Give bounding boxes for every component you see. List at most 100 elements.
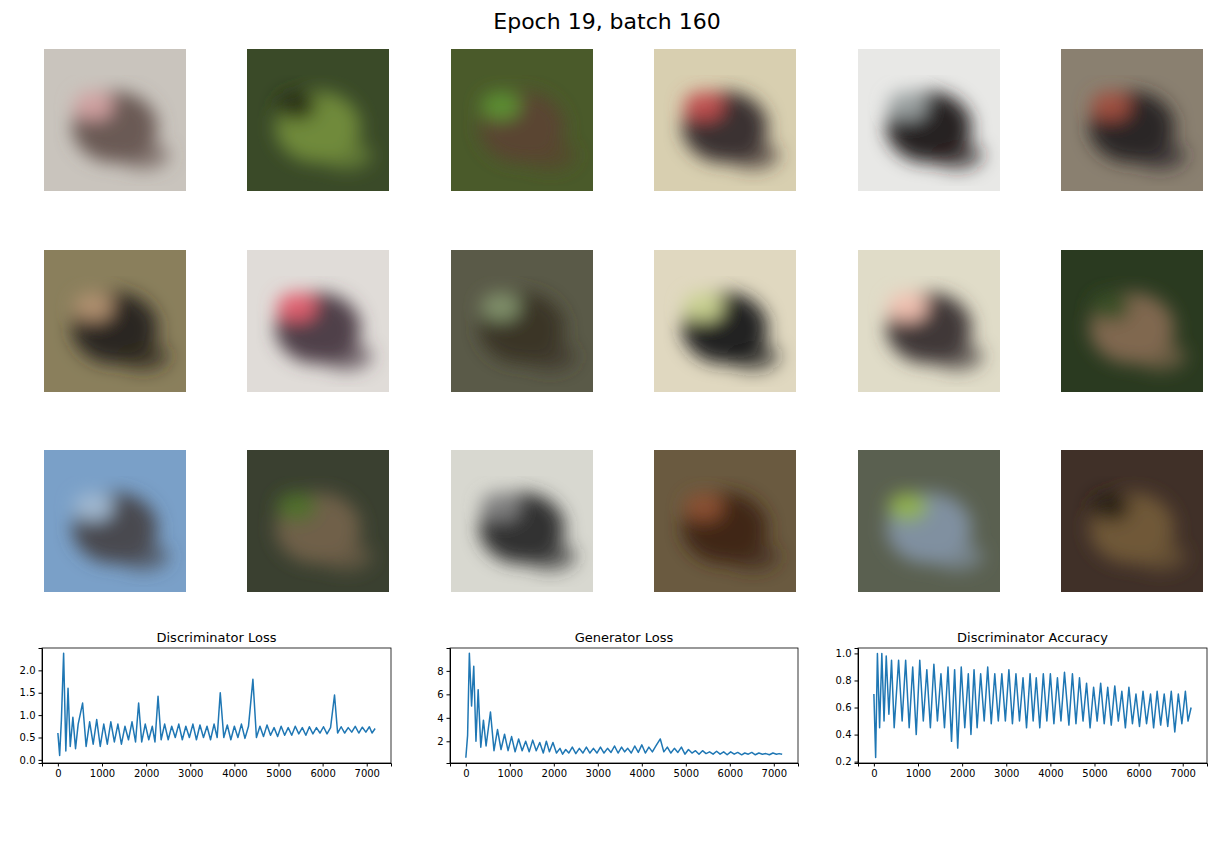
- x-tick-label: 6000: [310, 768, 335, 779]
- image-background: [858, 450, 1000, 592]
- x-tick-mark: [962, 763, 963, 767]
- y-tick-label: 0.4: [836, 729, 852, 740]
- image-content: [479, 293, 576, 371]
- image-background: [1061, 49, 1203, 191]
- image-content: [682, 293, 779, 371]
- y-tick-mark: [39, 737, 43, 738]
- x-tick-mark: [874, 763, 875, 767]
- x-tick-label: 4000: [1038, 768, 1063, 779]
- image-blob: [1091, 493, 1131, 521]
- image-blob: [74, 293, 114, 321]
- y-tick-label: 0.6: [836, 702, 852, 713]
- image-background: [451, 49, 593, 191]
- image-content: [275, 493, 372, 571]
- x-tick-label: 5000: [1082, 768, 1107, 779]
- x-tick-label: 1000: [906, 768, 931, 779]
- y-tick-mark: [39, 693, 43, 694]
- y-tick: 0.2: [836, 756, 858, 767]
- y-tick-mark: [447, 741, 451, 742]
- x-tick-mark: [510, 763, 511, 767]
- x-tick: 2000: [950, 763, 975, 779]
- x-tick: 1000: [90, 763, 115, 779]
- x-tick: 3000: [586, 763, 611, 779]
- x-tick: 0: [871, 763, 877, 779]
- x-tick-label: 6000: [1126, 768, 1151, 779]
- generated-image: [451, 250, 593, 392]
- y-tick-label: 0.0: [20, 755, 36, 766]
- image-background: [654, 250, 796, 392]
- x-tick-label: 5000: [674, 768, 699, 779]
- image-blob: [277, 92, 317, 120]
- generated-image: [654, 250, 796, 392]
- image-blob: [118, 342, 169, 370]
- x-tick: 4000: [1038, 763, 1063, 779]
- generated-image: [1061, 250, 1203, 392]
- line-chart: Generator Loss01000200030004000500060007…: [437, 630, 798, 779]
- image-background: [247, 250, 389, 392]
- y-tick: 6: [437, 689, 450, 700]
- plot-frame: [42, 648, 391, 763]
- x-tick-mark: [58, 763, 59, 767]
- y-tick: 0.8: [836, 675, 858, 686]
- x-tick-label: 0: [871, 768, 877, 779]
- x-tick-label: 1000: [498, 768, 523, 779]
- image-blob: [1135, 542, 1186, 570]
- image-blob: [888, 92, 928, 120]
- y-tick-mark: [855, 762, 859, 763]
- image-content: [479, 493, 576, 571]
- image-background: [451, 250, 593, 392]
- plot-area: [466, 653, 782, 757]
- image-background: [44, 450, 186, 592]
- image-background: [858, 49, 1000, 191]
- figure: Epoch 19, batch 160Discriminator Loss010…: [0, 0, 1214, 853]
- x-tick: 3000: [178, 763, 203, 779]
- x-tick: 6000: [310, 763, 335, 779]
- figure-title: Epoch 19, batch 160: [493, 9, 720, 34]
- x-tick-label: 6000: [718, 768, 743, 779]
- x-tick-label: 2000: [950, 768, 975, 779]
- x-axis: 01000200030004000500060007000: [43, 763, 392, 779]
- image-content: [72, 493, 169, 571]
- x-tick-mark: [918, 763, 919, 767]
- x-axis-line: [859, 764, 1208, 767]
- image-blob: [321, 141, 372, 169]
- y-tick: 0.6: [836, 702, 858, 713]
- image-content: [479, 92, 576, 170]
- image-blob: [1091, 293, 1131, 321]
- x-axis: 01000200030004000500060007000: [451, 763, 799, 779]
- plot-frame: [450, 648, 798, 763]
- y-tick-mark: [39, 760, 43, 761]
- generated-image: [858, 450, 1000, 592]
- y-tick: 2: [437, 736, 450, 747]
- image-blob: [481, 493, 521, 521]
- image-blob: [684, 92, 724, 120]
- x-tick-label: 3000: [994, 768, 1019, 779]
- image-blob: [1135, 342, 1186, 370]
- x-tick-mark: [190, 763, 191, 767]
- image-blob: [684, 293, 724, 321]
- image-blob: [277, 293, 317, 321]
- image-blob: [728, 342, 779, 370]
- y-tick: 0.5: [20, 732, 42, 743]
- y-tick: 0.0: [20, 755, 42, 766]
- image-blob: [74, 92, 114, 120]
- y-tick: 1.0: [20, 710, 42, 721]
- x-tick: 7000: [762, 763, 787, 779]
- x-tick-mark: [1183, 763, 1184, 767]
- x-tick-label: 7000: [762, 768, 787, 779]
- generated-image: [451, 49, 593, 191]
- x-tick-label: 7000: [1171, 768, 1196, 779]
- x-tick-mark: [367, 763, 368, 767]
- image-blob: [932, 342, 983, 370]
- image-content: [886, 92, 983, 170]
- generated-image: [247, 49, 389, 191]
- x-tick: 6000: [1126, 763, 1151, 779]
- image-blob: [932, 141, 983, 169]
- image-blob: [888, 293, 928, 321]
- x-axis-line: [43, 764, 392, 767]
- y-tick-mark: [447, 671, 451, 672]
- image-blob: [525, 141, 576, 169]
- image-content: [275, 92, 372, 170]
- image-blob: [1091, 92, 1131, 120]
- image-background: [451, 450, 593, 592]
